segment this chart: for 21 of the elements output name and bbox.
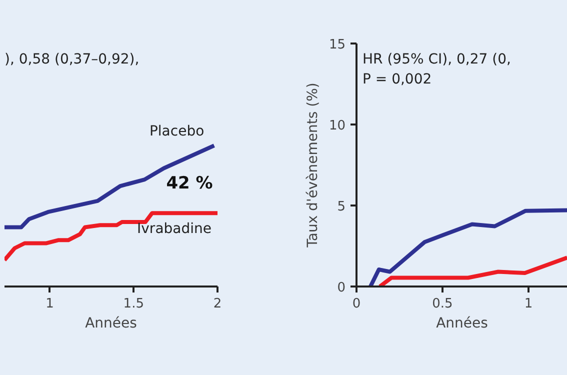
annotation: 42 % xyxy=(166,174,213,194)
x-axis-title: Années xyxy=(436,316,488,332)
y-tick-label: 0 xyxy=(337,280,346,296)
y-tick-label: 15 xyxy=(328,38,346,52)
x-tick-label: 1 xyxy=(524,296,533,312)
x-tick-label: 2 xyxy=(213,296,222,312)
line-series xyxy=(368,208,567,286)
x-tick-label: 0 xyxy=(352,296,361,312)
y-axis-title: Taux d'évènements (%) xyxy=(304,82,321,248)
series-label: Placebo xyxy=(149,124,204,140)
x-tick-label: 1.5 xyxy=(123,296,144,312)
annotation: ), 0,58 (0,37–0,92), xyxy=(4,52,140,68)
line-series xyxy=(378,256,567,286)
x-tick-label: 1 xyxy=(46,296,54,312)
annotation: P = 0,002 xyxy=(362,72,432,88)
annotation: HR (95% CI), 0,27 (0, xyxy=(362,52,511,68)
y-tick-label: 10 xyxy=(328,118,346,134)
y-tick-label: 5 xyxy=(337,200,346,214)
x-tick-label: 0.5 xyxy=(432,296,453,312)
series-label: Ivrabadine xyxy=(137,221,212,238)
x-axis-title: Années xyxy=(85,316,137,332)
